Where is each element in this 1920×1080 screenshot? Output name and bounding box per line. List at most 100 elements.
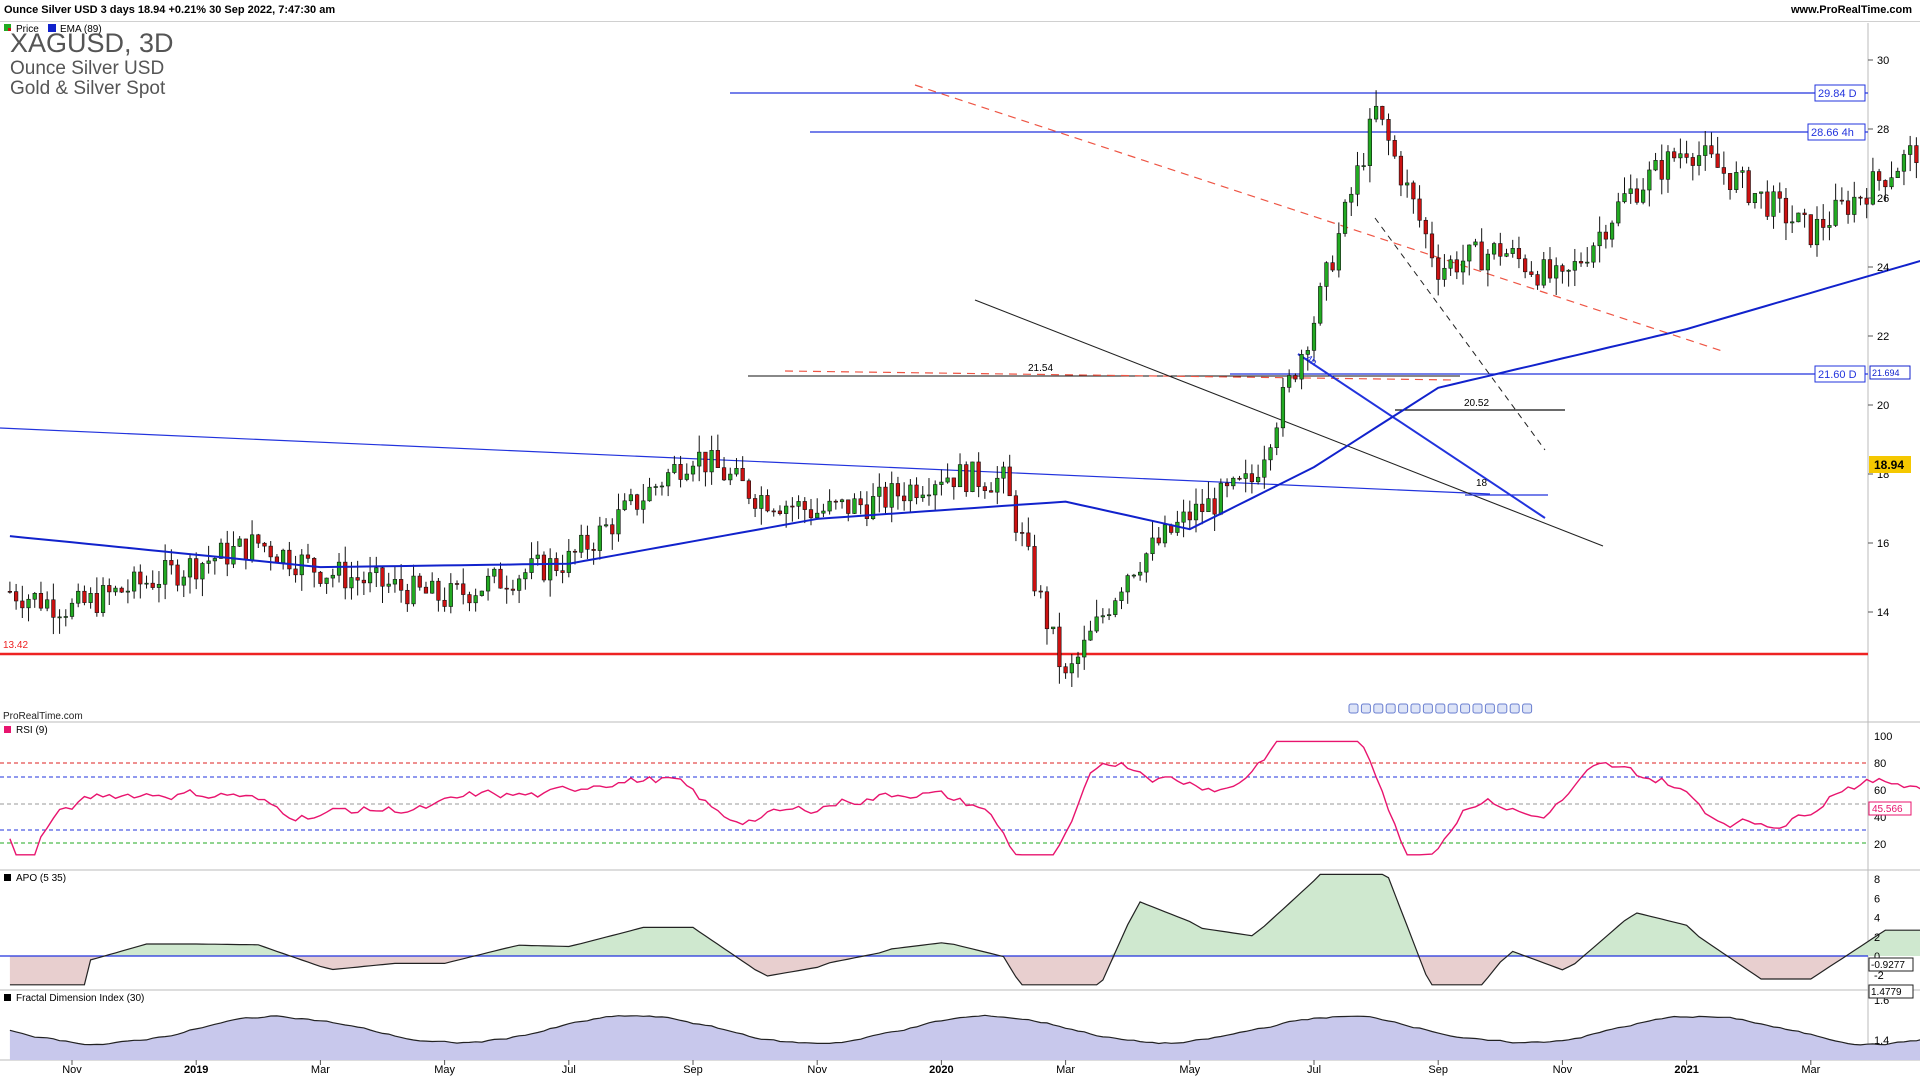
event-icon[interactable] [1435, 703, 1446, 714]
candle-body [1597, 231, 1602, 247]
candle-body [1740, 170, 1745, 173]
candle-body [1119, 591, 1124, 601]
candle-body [647, 486, 652, 502]
candle-body [231, 546, 236, 565]
candle-body [815, 512, 820, 519]
candle-body [20, 600, 25, 609]
instrument-name: Ounce Silver USD [10, 58, 164, 79]
site-link[interactable]: www.ProRealTime.com [1790, 4, 1912, 16]
candle-body [150, 582, 155, 588]
event-icon[interactable] [1484, 703, 1495, 714]
candle-body [32, 593, 37, 600]
candle-body [498, 568, 503, 589]
event-icon[interactable] [1497, 703, 1508, 714]
candle-body [579, 534, 584, 553]
candle-body [672, 464, 677, 473]
candle-body [653, 486, 658, 488]
candle-body [374, 567, 379, 574]
event-icon[interactable] [1348, 703, 1359, 714]
candle-body [318, 571, 323, 584]
candle-body [1342, 201, 1348, 234]
candle-body [1678, 153, 1683, 159]
candle-body [728, 473, 733, 481]
candle-body [1367, 118, 1372, 166]
price-tick: 22 [1877, 331, 1889, 343]
candle-body [181, 576, 186, 586]
candle-body [100, 585, 106, 613]
candle-body [69, 602, 75, 617]
candle-body [1336, 233, 1341, 271]
event-icon[interactable] [1460, 703, 1471, 714]
candle-body [690, 465, 696, 475]
candle-body [740, 468, 745, 482]
event-icon[interactable] [1385, 703, 1396, 714]
candle-body [1001, 466, 1006, 479]
candle-body [1274, 427, 1279, 448]
apo-value: -0.9277 [1871, 960, 1905, 971]
fdi-tick: 1.4 [1874, 1035, 1889, 1047]
candle-body [1088, 630, 1093, 641]
candle-body [1218, 482, 1223, 515]
candle-body [1138, 571, 1143, 576]
candle-body [405, 589, 410, 605]
event-icon[interactable] [1447, 703, 1458, 714]
box-29-84: 29.84 D [1818, 88, 1857, 100]
candle-body [1051, 626, 1056, 630]
event-icon[interactable] [1360, 703, 1371, 714]
candle-body [1516, 248, 1522, 260]
candle-body [529, 558, 534, 573]
candle-body [249, 534, 255, 561]
candle-body [1324, 262, 1329, 287]
candle-body [504, 587, 509, 590]
candle-body [467, 594, 472, 604]
event-icon[interactable] [1422, 703, 1433, 714]
candle-body [920, 494, 925, 499]
candle-body [1715, 153, 1720, 168]
candle-body [1318, 286, 1323, 324]
candle-body [1864, 197, 1869, 205]
event-icon[interactable] [1509, 703, 1520, 714]
apo-tick: -2 [1874, 970, 1884, 982]
candle-body [1349, 193, 1354, 203]
chart-canvas[interactable]: XAGUSD, 3D Ounce Silver USD Gold & Silve… [0, 22, 1920, 1080]
candle-body [281, 549, 286, 563]
apo-tick: 8 [1874, 874, 1880, 886]
candle-body [1094, 616, 1099, 632]
candle-body [187, 558, 193, 578]
candle-body [7, 590, 12, 593]
candle-body [479, 590, 484, 596]
apo-tick: 6 [1874, 893, 1880, 905]
price-tick: 24 [1877, 262, 1889, 274]
box-28-66: 28.66 4h [1811, 127, 1854, 139]
candle-body [715, 450, 720, 468]
event-icon[interactable] [1410, 703, 1421, 714]
candle-body [1895, 170, 1900, 178]
candle-body [988, 490, 994, 493]
candle-body [386, 583, 391, 587]
event-icon[interactable] [1472, 703, 1483, 714]
candle-body [1684, 153, 1689, 158]
event-icon[interactable] [1373, 703, 1384, 714]
rsi-value: 45.566 [1872, 804, 1903, 815]
candle-body [1020, 532, 1025, 534]
candle-body [659, 485, 665, 488]
candle-body [982, 486, 987, 491]
candle-body [51, 599, 56, 618]
candle-body [839, 499, 845, 503]
candle-body [1647, 169, 1652, 191]
candle-body [517, 578, 522, 591]
event-icon[interactable] [1522, 703, 1533, 714]
event-icon[interactable] [1398, 703, 1409, 714]
rsi-tick: 60 [1874, 785, 1886, 797]
candle-body [572, 550, 578, 553]
candle-body [392, 579, 398, 585]
time-tick: 2020 [929, 1064, 953, 1076]
candle-body [902, 495, 907, 502]
candle-body [1075, 656, 1081, 664]
candle-body [1833, 199, 1838, 226]
candle-body [200, 563, 205, 580]
tool-icons-row[interactable] [1348, 703, 1533, 714]
candle-body [821, 510, 826, 514]
candle-body [1423, 219, 1428, 235]
rsi-tick: 80 [1874, 758, 1886, 770]
